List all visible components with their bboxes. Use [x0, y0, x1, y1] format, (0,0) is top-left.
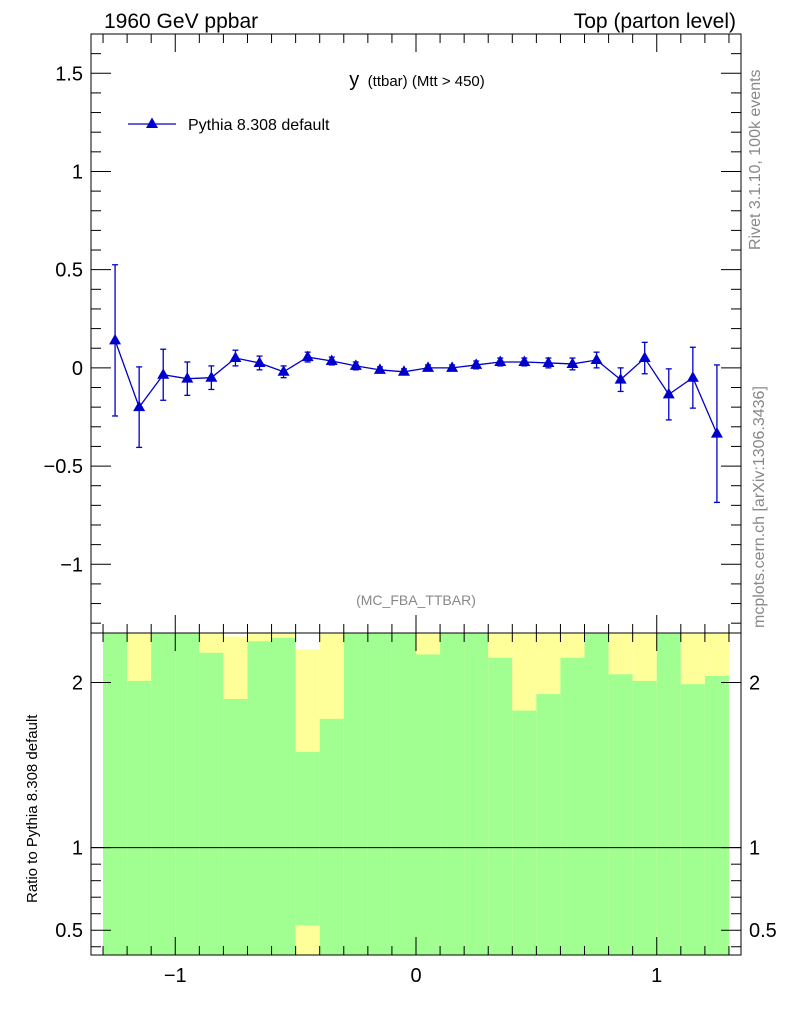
main-y-tick-label: −1: [60, 554, 83, 576]
ratio-band-green: [199, 652, 224, 955]
data-point: [446, 361, 459, 372]
data-point: [133, 400, 146, 412]
axis-ticks: [91, 33, 741, 955]
ratio-band-green: [175, 633, 200, 955]
main-y-tick-label: 0: [72, 358, 83, 380]
data-point: [397, 365, 410, 376]
x-tick-label: 0: [410, 965, 421, 987]
plot-title-sub: (ttbar) (Mtt > 450): [368, 73, 485, 90]
data-point: [205, 371, 218, 382]
ratio-band-green: [512, 710, 537, 955]
ratio-band-green: [151, 633, 176, 955]
ratio-band-green: [103, 633, 128, 955]
ratio-band-green: [367, 633, 392, 955]
data-point: [109, 333, 122, 345]
ratio-band-green: [343, 633, 368, 955]
data-point: [229, 351, 242, 363]
ratio-y-tick-label-right: 0.5: [749, 920, 777, 942]
ratio-y-tick-label-left: 1: [72, 838, 83, 860]
ratio-band-green: [680, 684, 705, 955]
data-point: [157, 368, 170, 379]
data-point: [325, 354, 338, 365]
ratio-band-green: [295, 751, 320, 926]
mcplots-label: mcplots.cern.ch [arXiv:1306.3436]: [751, 386, 768, 628]
ratio-y-tick-label-left: 0.5: [55, 920, 83, 942]
plot-title: y (ttbar) (Mtt > 450): [349, 69, 485, 91]
ratio-band-green: [704, 675, 729, 955]
ratio-band-green: [488, 657, 513, 955]
data-point: [470, 358, 483, 369]
x-tick-label: 1: [651, 965, 662, 987]
rivet-version-label: Rivet 3.1.10, 100k events: [747, 69, 764, 250]
ratio-ylabel: Ratio to Pythia 8.308 default: [24, 714, 41, 903]
ratio-band-green: [656, 633, 681, 955]
data-point: [638, 351, 651, 363]
ratio-band-green: [464, 633, 489, 955]
data-point: [277, 365, 290, 376]
axis-tick-labels: −1 −0.5 0 0.5 1 1.5 −1 0 1 0.5 0.5 1 1 2 2: [44, 63, 777, 987]
data-point: [662, 387, 675, 399]
header-right-label: Top (parton level): [574, 10, 736, 33]
series-pythia: [109, 264, 723, 504]
legend-marker-triangle-icon: [146, 117, 158, 128]
ratio-y-tick-label-right: 2: [749, 673, 760, 695]
data-point: [590, 353, 603, 365]
x-tick-label: −1: [164, 965, 187, 987]
data-point: [301, 350, 314, 362]
ratio-band-green: [247, 641, 272, 955]
ratio-y-tick-label-right: 1: [749, 838, 760, 860]
data-point: [181, 372, 194, 383]
main-y-tick-label: −0.5: [44, 456, 83, 478]
ratio-band-green: [391, 633, 416, 955]
data-point: [373, 363, 386, 374]
main-y-tick-label: 1.5: [55, 63, 83, 85]
ratio-band-green: [560, 657, 585, 955]
ratio-band-green: [440, 633, 465, 955]
series-line: [114, 340, 718, 434]
ratio-band-green: [584, 633, 609, 955]
ratio-bands: [103, 633, 729, 955]
data-point: [542, 356, 555, 367]
data-point: [710, 427, 723, 438]
ratio-band-green: [608, 674, 633, 955]
data-point: [614, 373, 627, 384]
ratio-band-green: [416, 654, 441, 955]
data-point: [566, 357, 579, 368]
legend-entry: Pythia 8.308 default: [188, 117, 330, 134]
data-point: [494, 355, 507, 366]
ratio-band-green: [127, 680, 152, 955]
ratio-band-green: [223, 699, 248, 955]
plot-title-main: y: [349, 69, 359, 91]
data-point: [686, 371, 699, 382]
legend: Pythia 8.308 default: [128, 117, 330, 134]
header-left-label: 1960 GeV ppbar: [104, 10, 258, 33]
data-point: [518, 355, 531, 366]
data-point: [422, 361, 435, 372]
main-y-tick-label: 1: [72, 161, 83, 183]
ratio-band-green: [536, 694, 561, 955]
ratio-y-tick-label-left: 2: [72, 673, 83, 695]
data-point: [349, 359, 362, 370]
data-point: [253, 356, 266, 367]
ratio-band-green: [319, 718, 344, 955]
ratio-band-green: [632, 680, 657, 955]
main-y-tick-label: 0.5: [55, 260, 83, 282]
ratio-band-green: [271, 637, 296, 955]
analysis-tag: (MC_FBA_TTBAR): [356, 592, 476, 608]
